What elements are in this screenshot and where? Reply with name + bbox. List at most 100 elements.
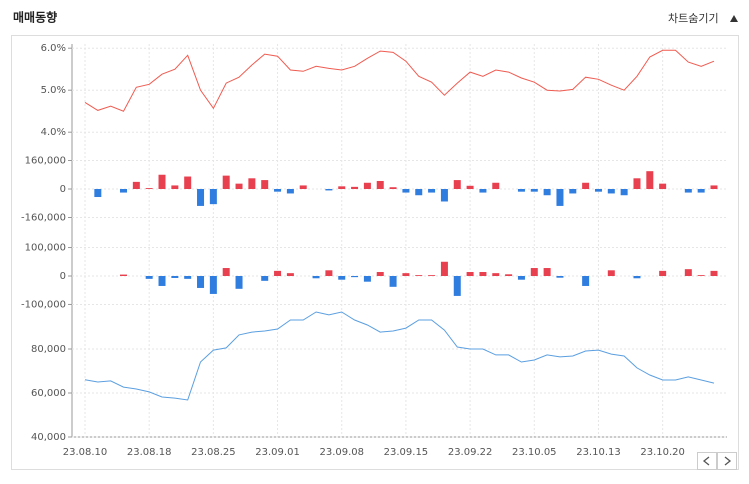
bar: [556, 276, 564, 278]
bar: [684, 189, 692, 193]
bar: [171, 185, 179, 189]
bar: [440, 261, 448, 276]
bar: [543, 189, 551, 196]
bar: [530, 268, 538, 276]
x-tick-label: 23.10.05: [512, 447, 557, 458]
bar: [530, 189, 538, 192]
bar: [222, 268, 230, 276]
y-tick-label: 5.0%: [41, 85, 66, 96]
bar: [94, 189, 102, 198]
bar: [363, 276, 371, 282]
bar: [312, 276, 320, 279]
bar: [517, 276, 525, 280]
bar: [453, 276, 461, 296]
nav: [697, 452, 737, 470]
bar: [440, 189, 448, 202]
bar: [697, 275, 705, 276]
title: 매매동향: [13, 10, 57, 25]
bar: [184, 276, 192, 279]
bar: [453, 180, 461, 189]
bar: [684, 269, 692, 276]
bar: [171, 276, 179, 278]
bar: [710, 270, 718, 276]
bar: [120, 274, 128, 276]
prev-button[interactable]: [697, 452, 717, 470]
x-tick-label: 23.09.22: [448, 447, 493, 458]
bar: [492, 273, 500, 276]
bar: [607, 189, 615, 194]
bar: [428, 275, 436, 276]
toggle-chart[interactable]: 차트숨기기: [668, 12, 719, 25]
bar: [261, 180, 269, 189]
bar: [402, 273, 410, 276]
bar: [607, 270, 615, 276]
bar: [402, 189, 410, 193]
next-button[interactable]: [717, 452, 737, 470]
y-tick-label: 160,000: [25, 155, 66, 166]
bar: [697, 189, 705, 193]
x-tick-label: 23.10.20: [640, 447, 685, 458]
bar: [415, 189, 423, 196]
bar: [286, 273, 294, 276]
bar: [209, 276, 217, 294]
bar: [197, 276, 205, 288]
bar: [274, 189, 282, 192]
bar: [376, 180, 384, 189]
chart-frame: [11, 35, 739, 470]
bar: [363, 182, 371, 189]
bar: [556, 189, 564, 206]
bar: [659, 270, 667, 276]
bar: [582, 182, 590, 189]
bar: [582, 276, 590, 286]
bar: [351, 186, 359, 189]
bar: [235, 183, 243, 189]
bar: [428, 189, 436, 193]
y-tick-label: 0: [60, 184, 66, 195]
bar: [710, 185, 718, 189]
bar: [222, 175, 230, 189]
bar: [299, 185, 307, 189]
bar: [415, 275, 423, 276]
prev-icon[interactable]: [702, 456, 710, 466]
bar: [286, 189, 294, 194]
line: [84, 311, 715, 401]
x-tick-label: 23.08.18: [127, 447, 172, 458]
bar: [184, 176, 192, 189]
bar: [197, 189, 205, 206]
bar: [235, 276, 243, 289]
bar: [145, 188, 153, 189]
y-tick-label: -100,000: [21, 299, 66, 310]
bar: [274, 270, 282, 276]
bar: [325, 270, 333, 276]
y-tick-label: 60,000: [31, 388, 66, 399]
bar: [569, 189, 577, 194]
y-tick-label: 0: [60, 271, 66, 282]
bar: [325, 189, 333, 191]
bar: [338, 186, 346, 189]
x-tick-label: 23.09.08: [319, 447, 364, 458]
y-tick-label: 80,000: [31, 344, 66, 355]
next-icon[interactable]: [724, 456, 732, 466]
x-tick-label: 23.09.01: [255, 447, 300, 458]
line: [84, 49, 715, 112]
bar: [646, 171, 654, 189]
y-tick-label: 4.0%: [41, 127, 66, 138]
bar: [158, 276, 166, 286]
bar: [633, 276, 641, 279]
bar: [659, 183, 667, 189]
bar: [209, 189, 217, 205]
bar: [248, 178, 256, 189]
bar: [620, 189, 628, 196]
bar: [594, 189, 602, 192]
bar: [479, 272, 487, 276]
bar: [479, 189, 487, 193]
bar: [389, 276, 397, 287]
bar: [466, 272, 474, 276]
toggle-icon[interactable]: [730, 15, 738, 22]
bar: [376, 272, 384, 276]
y-tick-label: 100,000: [25, 243, 66, 254]
x-tick-label: 23.09.15: [384, 447, 429, 458]
bar: [145, 276, 153, 279]
bar: [633, 178, 641, 189]
